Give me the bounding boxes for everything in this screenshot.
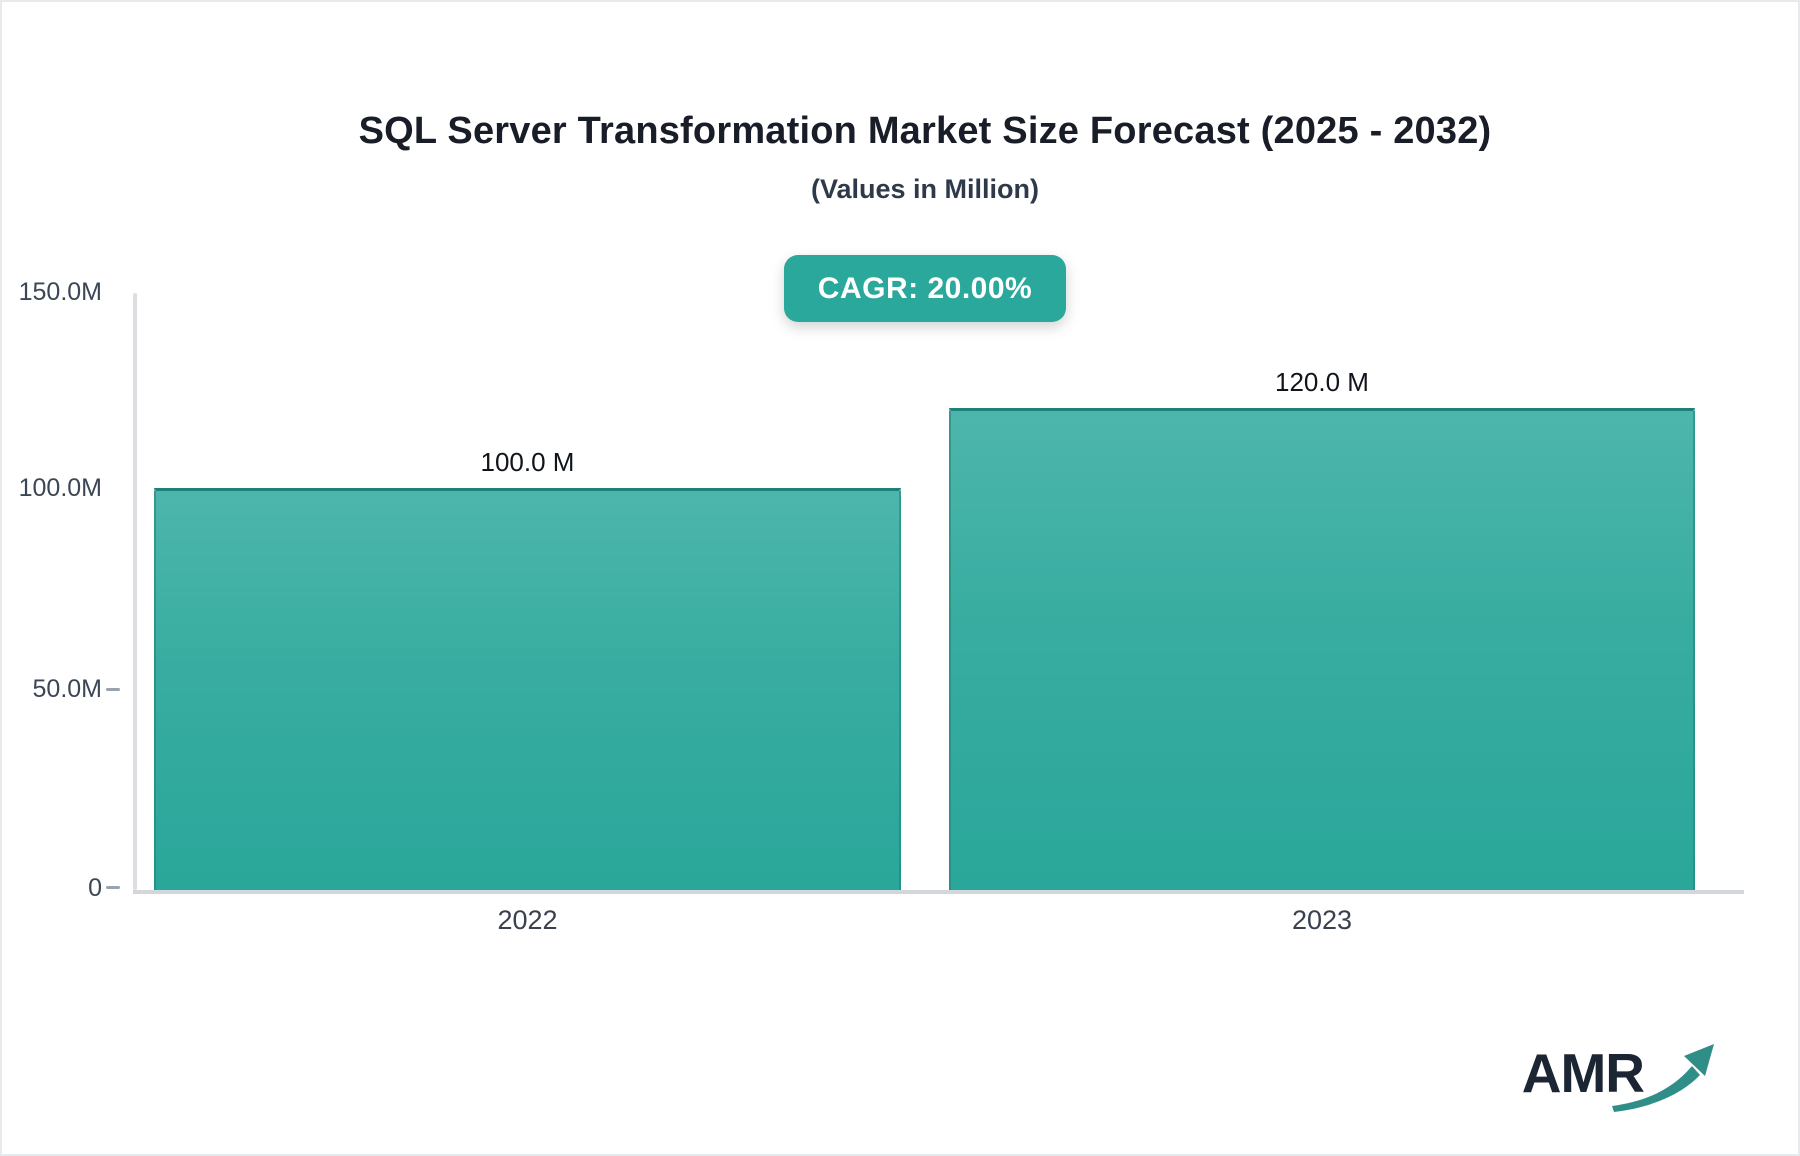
chart-subtitle: (Values in Million) [810,174,1040,204]
y-axis-label-100m: 100.0M [18,474,102,502]
cagr-badge-row: CAGR: 20.00% [52,255,1798,322]
cagr-badge: CAGR: 20.00% [783,255,1067,322]
bar-2023[interactable] [949,408,1695,890]
y-axis-tick-50m [106,688,120,691]
trend-up-arrow-icon [1612,1044,1714,1112]
y-axis-label-150m: 150.0M [18,278,102,306]
y-axis-label-0: 0 [88,874,102,902]
bar-2022[interactable] [154,488,901,890]
x-axis-label-2023: 2023 [1291,905,1353,935]
amr-logo-text: AMR [1521,1042,1645,1104]
page-title: SQL Server Transformation Market Size Fo… [358,110,1492,152]
x-axis-label-2022: 2022 [497,905,558,935]
amr-logo: AMR [1522,1032,1718,1114]
bar-value-label-2022: 100.0 M [480,447,575,477]
x-axis-line [133,890,1744,894]
y-axis-tick-0 [106,886,120,889]
y-axis-line [133,293,137,890]
y-axis-label-50m: 50.0M [32,675,102,703]
bar-value-label-2023: 120.0 M [1275,367,1369,397]
